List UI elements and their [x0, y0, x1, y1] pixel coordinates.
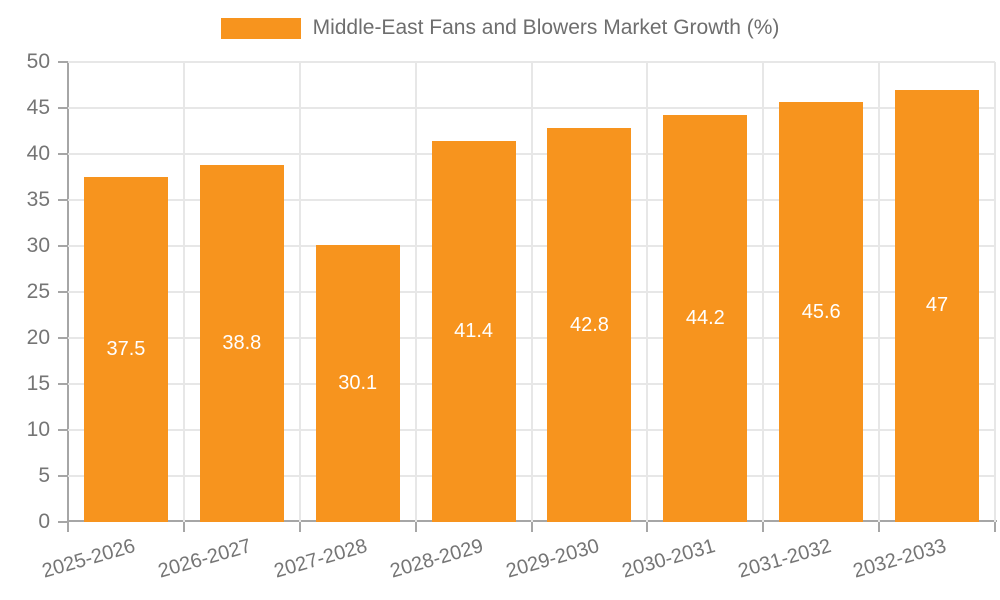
x-tick-mark	[67, 522, 69, 532]
x-tick-mark	[646, 522, 649, 532]
x-category-label: 2028-2029	[387, 535, 486, 583]
bar[interactable]: 42.8	[547, 128, 632, 522]
bar[interactable]: 47	[895, 89, 980, 522]
y-tick-mark	[58, 383, 68, 385]
y-tick-label: 35	[26, 188, 50, 211]
y-tick-mark	[58, 291, 68, 293]
y-tick-mark	[58, 337, 68, 339]
bar[interactable]: 44.2	[663, 115, 748, 522]
bar[interactable]: 41.4	[431, 141, 516, 522]
bar-value-label: 45.6	[801, 300, 841, 323]
y-tick-mark	[58, 475, 68, 477]
y-tick-label: 30	[26, 234, 50, 257]
x-gridline	[994, 62, 996, 522]
y-tick-mark	[58, 521, 68, 523]
x-tick-mark	[878, 522, 881, 532]
legend-swatch-icon	[220, 17, 301, 39]
bar[interactable]: 38.8	[199, 165, 284, 522]
x-gridline	[646, 62, 649, 522]
y-tick-mark	[58, 61, 68, 63]
bar-value-label: 42.8	[569, 313, 609, 336]
x-tick-mark	[762, 522, 765, 532]
x-category-label: 2030-2031	[619, 535, 718, 583]
x-gridline	[414, 62, 417, 522]
x-category-label: 2026-2027	[155, 535, 254, 583]
bar-value-label: 47	[925, 294, 949, 317]
bar[interactable]: 45.6	[779, 102, 864, 522]
plot-area: 37.5 38.8 30.1 41.4 42.8 44.2 45.6 47	[68, 61, 996, 522]
bar-value-label: 44.2	[685, 307, 725, 330]
bar-value-label: 30.1	[338, 372, 378, 395]
x-tick-mark	[414, 522, 417, 532]
x-tick-mark	[182, 522, 185, 532]
x-category-label: 2032-2033	[851, 535, 950, 583]
x-gridline	[182, 62, 185, 522]
bar-value-label: 41.4	[454, 320, 494, 343]
x-category-label: 2027-2028	[271, 535, 370, 583]
x-gridline	[298, 62, 301, 522]
y-tick-label: 20	[26, 326, 50, 349]
y-tick-mark	[58, 153, 68, 155]
y-tick-label: 50	[26, 50, 50, 73]
y-tick-label: 5	[38, 464, 50, 487]
y-tick-label: 25	[26, 280, 50, 303]
y-tick-mark	[58, 199, 68, 201]
x-tick-mark	[530, 522, 533, 532]
y-tick-mark	[58, 429, 68, 431]
legend[interactable]: Middle-East Fans and Blowers Market Grow…	[0, 16, 1000, 40]
y-tick-label: 15	[26, 372, 50, 395]
y-tick-label: 45	[26, 96, 50, 119]
legend-label: Middle-East Fans and Blowers Market Grow…	[312, 16, 780, 39]
bar-value-label: 38.8	[222, 332, 262, 355]
y-tick-label: 40	[26, 142, 50, 165]
y-tick-label: 0	[38, 510, 50, 533]
x-gridline	[878, 62, 881, 522]
bar[interactable]: 30.1	[315, 245, 400, 522]
x-tick-mark	[298, 522, 301, 532]
y-tick-mark	[58, 245, 68, 247]
x-gridline	[530, 62, 533, 522]
y-tick-mark	[58, 107, 68, 109]
x-category-label: 2031-2032	[735, 535, 834, 583]
bar[interactable]: 37.5	[83, 177, 168, 522]
x-gridline	[762, 62, 765, 522]
bar-value-label: 37.5	[106, 338, 146, 360]
x-category-label: 2025-2026	[39, 535, 139, 583]
x-tick-mark	[994, 522, 996, 532]
x-category-label: 2029-2030	[503, 535, 602, 583]
y-tick-label: 10	[26, 418, 50, 441]
